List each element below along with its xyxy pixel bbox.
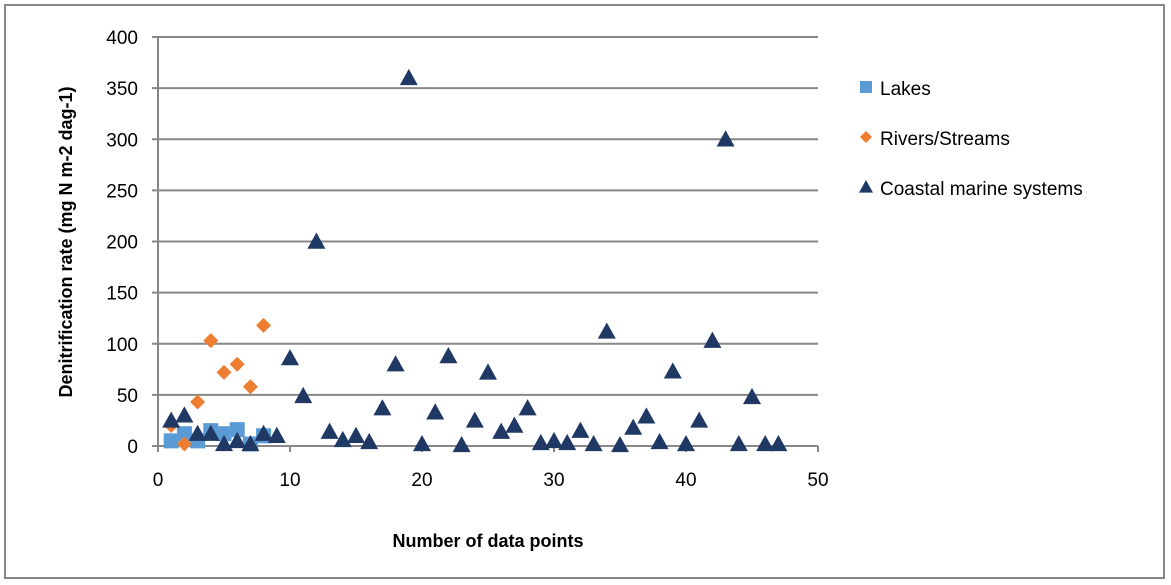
point-coastal-marine-systems bbox=[307, 232, 326, 249]
y-tick-label: 0 bbox=[127, 437, 138, 458]
point-coastal-marine-systems bbox=[267, 426, 286, 443]
y-tick-label: 200 bbox=[106, 233, 138, 254]
point-rivers-streams bbox=[190, 394, 206, 410]
point-coastal-marine-systems bbox=[637, 407, 656, 424]
point-coastal-marine-systems bbox=[584, 434, 603, 452]
point-coastal-marine-systems bbox=[413, 434, 431, 452]
point-coastal-marine-systems bbox=[703, 331, 722, 348]
point-lakes bbox=[216, 426, 232, 442]
y-tick-label: 50 bbox=[117, 386, 138, 407]
point-coastal-marine-systems bbox=[426, 403, 445, 420]
y-tick-label: 250 bbox=[106, 181, 138, 202]
point-coastal-marine-systems bbox=[769, 434, 788, 452]
point-rivers-streams bbox=[242, 379, 258, 395]
point-coastal-marine-systems bbox=[690, 411, 709, 428]
x-tick-label: 30 bbox=[543, 470, 564, 491]
point-coastal-marine-systems bbox=[545, 431, 563, 449]
point-coastal-marine-systems bbox=[597, 322, 616, 339]
point-coastal-marine-systems bbox=[373, 399, 392, 416]
chart-frame bbox=[4, 4, 1165, 579]
x-tick-label: 0 bbox=[153, 470, 164, 491]
point-lakes bbox=[176, 426, 192, 442]
legend-label-coastal-marine-systems: Coastal marine systems bbox=[880, 179, 1083, 200]
point-coastal-marine-systems bbox=[531, 433, 550, 451]
point-lakes bbox=[229, 422, 245, 438]
point-coastal-marine-systems bbox=[465, 411, 484, 428]
point-coastal-marine-systems bbox=[677, 434, 695, 452]
point-coastal-marine-systems bbox=[452, 435, 471, 453]
point-coastal-marine-systems bbox=[360, 432, 379, 450]
x-tick-label: 10 bbox=[279, 470, 300, 491]
point-coastal-marine-systems bbox=[439, 347, 458, 364]
point-coastal-marine-systems bbox=[175, 406, 194, 423]
y-tick-label: 150 bbox=[106, 284, 138, 305]
legend-marker-rivers-streams bbox=[860, 131, 872, 143]
point-coastal-marine-systems bbox=[201, 424, 220, 441]
point-coastal-marine-systems bbox=[281, 349, 299, 366]
legend: Lakes Rivers/Streams Coastal marine system… bbox=[859, 79, 1083, 200]
x-tick-label: 40 bbox=[675, 470, 696, 491]
x-tick-label: 50 bbox=[807, 470, 828, 491]
y-tick-label: 350 bbox=[106, 79, 138, 100]
point-coastal-marine-systems bbox=[505, 416, 524, 433]
x-axis-title: Number of data points bbox=[392, 531, 583, 551]
point-rivers-streams bbox=[176, 436, 192, 452]
point-coastal-marine-systems bbox=[399, 68, 418, 86]
point-coastal-marine-systems bbox=[162, 411, 181, 428]
point-coastal-marine-systems bbox=[650, 432, 669, 450]
point-coastal-marine-systems bbox=[228, 431, 247, 449]
gridlines bbox=[158, 36, 818, 396]
point-coastal-marine-systems bbox=[347, 426, 365, 443]
legend-label-rivers-streams: Rivers/Streams bbox=[880, 129, 1010, 150]
point-rivers-streams bbox=[229, 356, 245, 372]
y-axis-title: Denitrification rate (mg N m-2 dag-1) bbox=[56, 86, 76, 397]
point-coastal-marine-systems bbox=[571, 421, 590, 438]
point-coastal-marine-systems bbox=[294, 386, 313, 404]
point-coastal-marine-systems bbox=[518, 399, 537, 416]
point-coastal-marine-systems bbox=[386, 355, 405, 372]
point-coastal-marine-systems bbox=[241, 434, 260, 452]
point-coastal-marine-systems bbox=[333, 430, 352, 448]
point-coastal-marine-systems bbox=[743, 387, 761, 405]
point-coastal-marine-systems bbox=[558, 433, 577, 451]
point-coastal-marine-systems bbox=[716, 130, 735, 147]
point-coastal-marine-systems bbox=[663, 362, 682, 379]
legend-label-lakes: Lakes bbox=[880, 79, 931, 100]
point-coastal-marine-systems bbox=[188, 424, 207, 441]
point-coastal-marine-systems bbox=[254, 424, 273, 441]
x-tick-label: 20 bbox=[411, 470, 432, 491]
y-tick-label: 300 bbox=[106, 130, 138, 151]
point-rivers-streams bbox=[216, 364, 232, 380]
legend-marker-lakes bbox=[860, 81, 872, 93]
point-coastal-marine-systems bbox=[479, 363, 497, 380]
y-tick-label: 100 bbox=[106, 335, 138, 356]
point-coastal-marine-systems bbox=[492, 422, 511, 439]
point-coastal-marine-systems bbox=[756, 434, 775, 452]
tick-labels: 0 50 100 150 200 250 300 350 400 0 10 20 30 40 50 bbox=[106, 28, 828, 491]
point-coastal-marine-systems bbox=[611, 435, 629, 453]
y-tick-label: 400 bbox=[106, 28, 138, 49]
point-coastal-marine-systems bbox=[624, 418, 643, 435]
point-coastal-marine-systems bbox=[729, 434, 748, 452]
point-coastal-marine-systems bbox=[320, 422, 339, 439]
point-coastal-marine-systems bbox=[215, 434, 233, 452]
legend-marker-coastal-marine-systems bbox=[859, 180, 873, 193]
point-rivers-streams bbox=[256, 317, 272, 333]
point-lakes bbox=[163, 433, 179, 449]
point-rivers-streams bbox=[203, 333, 219, 349]
data-points bbox=[162, 68, 788, 453]
